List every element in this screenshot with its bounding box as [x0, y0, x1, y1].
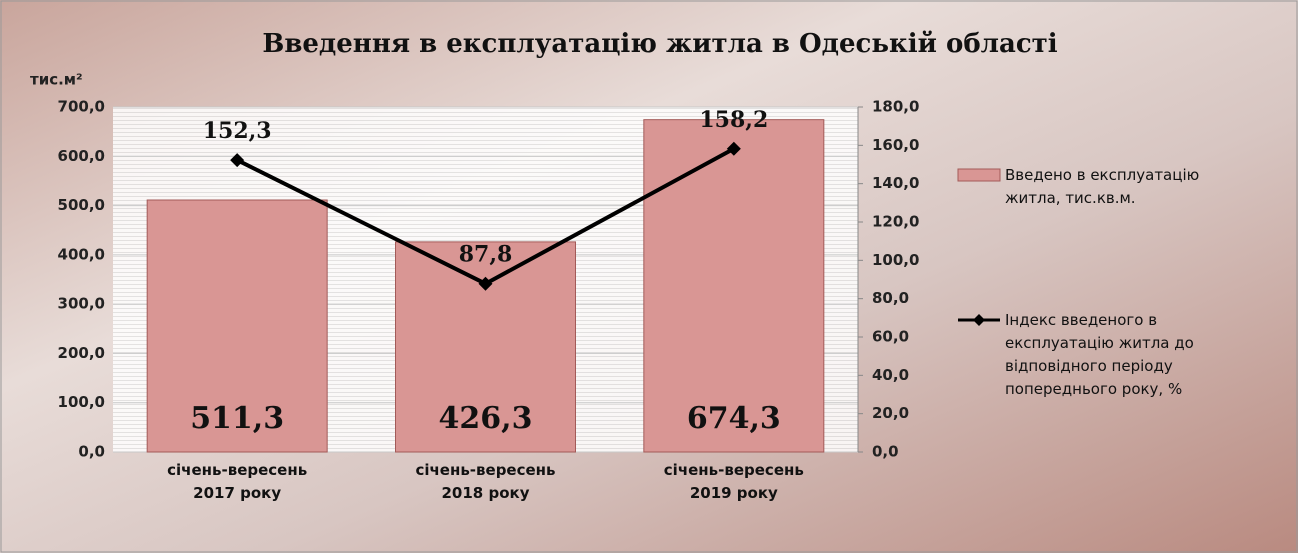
line-value-label: 158,2: [699, 107, 768, 133]
y2-tick-label: 120,0: [872, 213, 919, 231]
line-marker: [230, 153, 245, 168]
bar-value-label: 426,3: [439, 401, 533, 436]
chart-title: Введення в експлуатацію житла в Одеській…: [262, 29, 1057, 59]
y-tick-label: 200,0: [58, 344, 105, 362]
y-tick-label: 600,0: [58, 147, 105, 165]
y-tick-label: 0,0: [78, 443, 105, 461]
line-marker: [478, 276, 493, 291]
legend-label: Введено в експлуатацію житла, тис.кв.м.: [1005, 166, 1199, 207]
y2-tick-label: 40,0: [872, 366, 909, 384]
y2-tick-label: 180,0: [872, 98, 919, 116]
legend-swatch: [957, 168, 1001, 182]
bar-value-label: 674,3: [687, 401, 781, 436]
legend-marker: [973, 314, 985, 326]
y2-tick-label: 160,0: [872, 136, 919, 154]
y-tick-label: 100,0: [58, 393, 105, 411]
y2-tick-label: 100,0: [872, 251, 919, 269]
y-tick-label: 300,0: [58, 295, 105, 313]
y2-tick-label: 60,0: [872, 328, 909, 346]
x-tick-label: січень-вересень 2017 року: [167, 461, 307, 502]
x-tick-label: січень-вересень 2018 року: [415, 461, 555, 502]
bar-value-label: 511,3: [190, 401, 284, 436]
y-tick-label: 400,0: [58, 245, 105, 263]
y2-tick-label: 80,0: [872, 289, 909, 307]
y-tick-label: 500,0: [58, 196, 105, 214]
bar: [146, 199, 328, 453]
y2-tick-label: 0,0: [872, 443, 899, 461]
y2-tick-label: 20,0: [872, 404, 909, 422]
line-marker: [726, 141, 741, 156]
bar: [643, 119, 825, 453]
legend-label: Індекс введеного в експлуатацію житла до в…: [1005, 311, 1194, 398]
y2-tick-label: 140,0: [872, 174, 919, 192]
y-axis-label: тис.м²: [30, 71, 83, 89]
y-tick-label: 700,0: [58, 98, 105, 116]
line-value-label: 152,3: [203, 118, 272, 144]
line-value-label: 87,8: [459, 242, 513, 268]
x-tick-label: січень-вересень 2019 року: [664, 461, 804, 502]
